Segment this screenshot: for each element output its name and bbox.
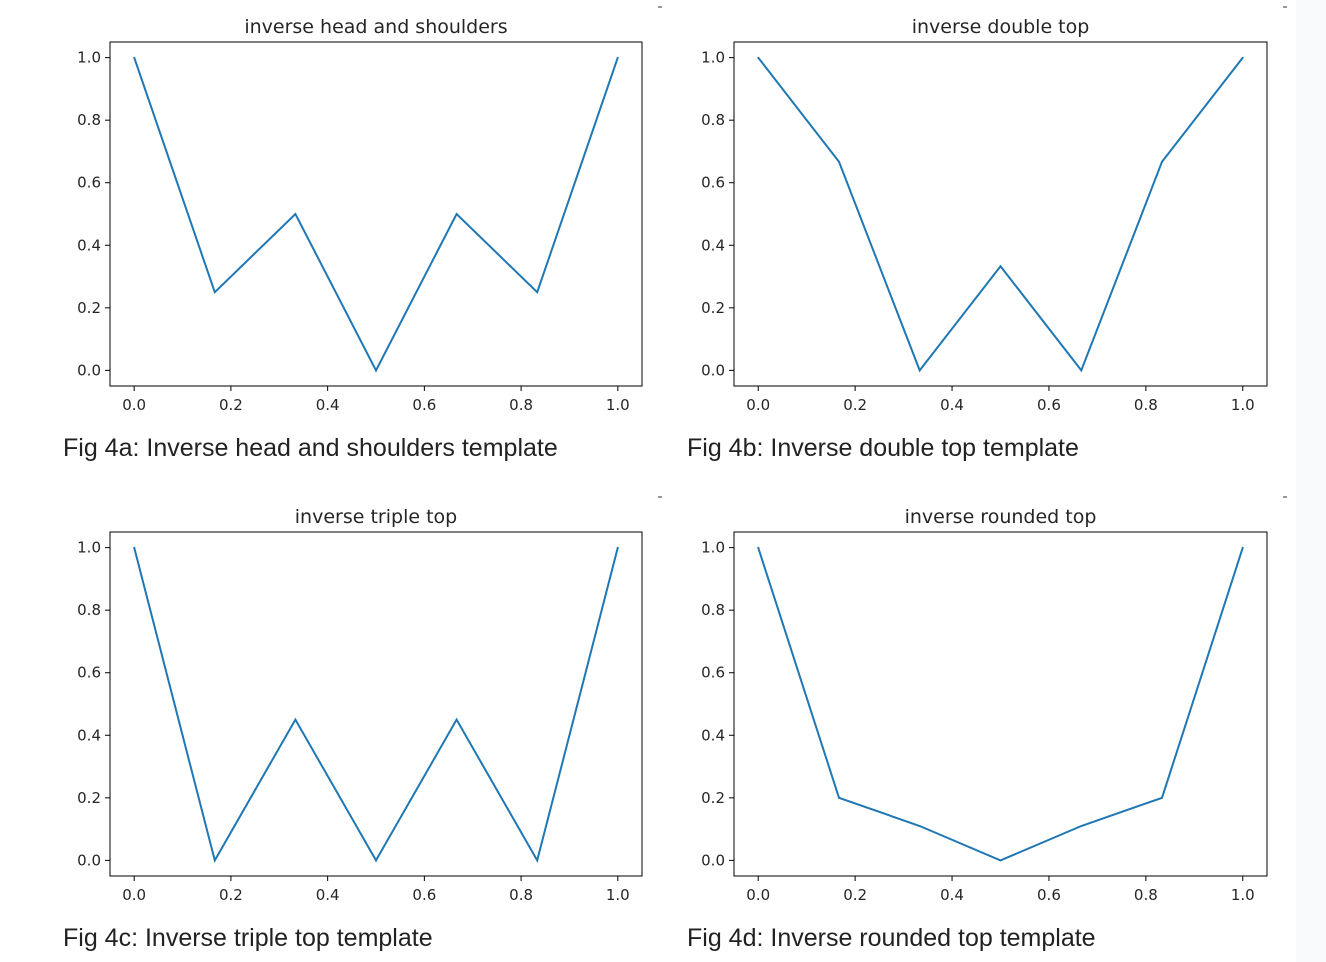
data-point-4c-1 [213, 859, 216, 862]
data-point-4d-6 [1241, 546, 1244, 549]
data-point-4b-3 [999, 265, 1002, 268]
data-point-4c-2 [294, 718, 297, 721]
data-point-4b-5 [1161, 160, 1163, 163]
data-point-4a-1 [213, 291, 216, 294]
y-tick-label-4d-3: 0.6 [701, 664, 725, 682]
data-point-4a-5 [536, 291, 539, 294]
x-tick-label-4b-4: 0.8 [1134, 396, 1158, 414]
axes-frame-4c [109, 531, 643, 877]
x-tick-label-4d-3: 0.6 [1037, 886, 1061, 904]
x-tick-label-4a-1: 0.2 [219, 396, 243, 414]
x-tick-label-4a-0: 0.0 [122, 396, 146, 414]
y-tick-label-4a-5: 1.0 [77, 49, 101, 67]
x-tick-label-4c-1: 0.2 [219, 886, 243, 904]
y-tick-label-4c-4: 0.8 [77, 601, 101, 619]
y-tick-label-4b-3: 0.6 [701, 174, 725, 192]
x-tick-label-4c-4: 0.8 [509, 886, 533, 904]
y-tick-label-4c-0: 0.0 [77, 851, 101, 869]
y-tick-label-4c-3: 0.6 [77, 664, 101, 682]
x-tick-label-4b-1: 0.2 [843, 396, 867, 414]
data-point-4a-0 [133, 56, 136, 59]
x-tick-label-4b-2: 0.4 [940, 396, 964, 414]
y-tick-label-4d-1: 0.2 [701, 789, 725, 807]
x-tick-label-4b-3: 0.6 [1037, 396, 1061, 414]
y-tick-label-4a-1: 0.2 [77, 299, 101, 317]
y-tick-label-4c-5: 1.0 [77, 539, 101, 557]
y-tick-label-4d-0: 0.0 [701, 851, 725, 869]
data-point-4c-0 [133, 546, 136, 549]
y-tick-label-4c-2: 0.4 [77, 726, 101, 744]
x-tick-label-4c-5: 1.0 [606, 886, 630, 904]
x-tick-label-4d-2: 0.4 [940, 886, 964, 904]
axes-frame-4a [109, 41, 643, 387]
series-line-4b [757, 56, 1244, 373]
caption-fig-4a: Fig 4a: Inverse head and shoulders templ… [63, 434, 558, 462]
data-point-4c-4 [455, 718, 458, 721]
chart-4b: inverse double top 0.0 0.2 0.4 0.6 0.8 1.0 0.0 0… [701, 6, 1287, 414]
data-point-4c-6 [616, 546, 619, 549]
x-tick-label-4d-4: 0.8 [1134, 886, 1158, 904]
data-point-4d-3 [999, 859, 1002, 862]
caption-fig-4c: Fig 4c: Inverse triple top template [63, 924, 433, 952]
series-line-4d [757, 547, 1244, 862]
x-tick-label-4c-0: 0.0 [122, 886, 146, 904]
axes-frame-4b [733, 41, 1268, 387]
x-tick-label-4b-0: 0.0 [746, 396, 770, 414]
x-tick-label-4c-2: 0.4 [316, 886, 340, 904]
data-point-4c-5 [536, 859, 539, 862]
page-margin-strip [1296, 0, 1326, 962]
x-tick-label-4d-0: 0.0 [746, 886, 770, 904]
y-tick-label-4b-5: 1.0 [701, 49, 725, 67]
data-point-4d-4 [1080, 825, 1083, 827]
caption-fig-4b: Fig 4b: Inverse double top template [687, 434, 1079, 462]
data-point-4d-5 [1161, 796, 1163, 799]
x-tick-label-4d-1: 0.2 [843, 886, 867, 904]
y-tick-label-4a-3: 0.6 [77, 174, 101, 192]
x-tick-label-4a-3: 0.6 [412, 396, 436, 414]
data-point-4b-1 [838, 160, 840, 163]
chart-4d: inverse rounded top 0.0 0.2 0.4 0.6 0.8 1.0 0.0… [701, 496, 1287, 904]
y-tick-label-4d-5: 1.0 [701, 539, 725, 557]
x-tick-label-4a-4: 0.8 [509, 396, 533, 414]
y-tick-label-4b-4: 0.8 [701, 111, 725, 129]
data-point-4c-3 [375, 859, 377, 862]
y-tick-label-4b-1: 0.2 [701, 299, 725, 317]
x-tick-label-4a-5: 1.0 [606, 396, 630, 414]
chart-title-4c: inverse triple top [295, 506, 457, 528]
data-point-4d-2 [918, 825, 921, 827]
y-tick-label-4d-2: 0.4 [701, 726, 725, 744]
chart-title-4a: inverse head and shoulders [244, 16, 507, 38]
data-point-4b-4 [1080, 369, 1083, 372]
data-point-4b-2 [918, 369, 921, 372]
data-point-4a-2 [294, 213, 297, 215]
y-tick-label-4b-0: 0.0 [701, 361, 725, 379]
caption-fig-4d: Fig 4d: Inverse rounded top template [687, 924, 1096, 952]
axes-frame-4d [733, 531, 1268, 877]
chart-4a: inverse head and shoulders 0.0 0.2 0.4 0.6 0.… [77, 6, 662, 414]
y-tick-label-4a-0: 0.0 [77, 361, 101, 379]
x-tick-label-4c-3: 0.6 [412, 886, 436, 904]
y-tick-label-4d-4: 0.8 [701, 601, 725, 619]
y-tick-label-4a-2: 0.4 [77, 236, 101, 254]
data-point-4a-3 [375, 369, 377, 372]
x-tick-label-4a-2: 0.4 [316, 396, 340, 414]
chart-title-4d: inverse rounded top [905, 506, 1097, 528]
data-point-4a-6 [616, 56, 619, 59]
y-tick-label-4a-4: 0.8 [77, 111, 101, 129]
chart-4c: inverse triple top 0.0 0.2 0.4 0.6 0.8 1.0 0.0 0… [77, 496, 662, 904]
y-tick-label-4c-1: 0.2 [77, 789, 101, 807]
chart-title-4b: inverse double top [912, 16, 1090, 38]
x-tick-label-4d-5: 1.0 [1231, 886, 1255, 904]
data-point-4d-1 [838, 796, 840, 799]
y-tick-label-4b-2: 0.4 [701, 236, 725, 254]
data-point-4d-0 [757, 546, 760, 549]
data-point-4a-4 [455, 213, 458, 215]
data-point-4b-0 [757, 56, 760, 59]
series-line-4c [133, 547, 619, 864]
x-tick-label-4b-5: 1.0 [1231, 396, 1255, 414]
series-line-4a [133, 57, 619, 373]
data-point-4b-6 [1241, 56, 1244, 59]
